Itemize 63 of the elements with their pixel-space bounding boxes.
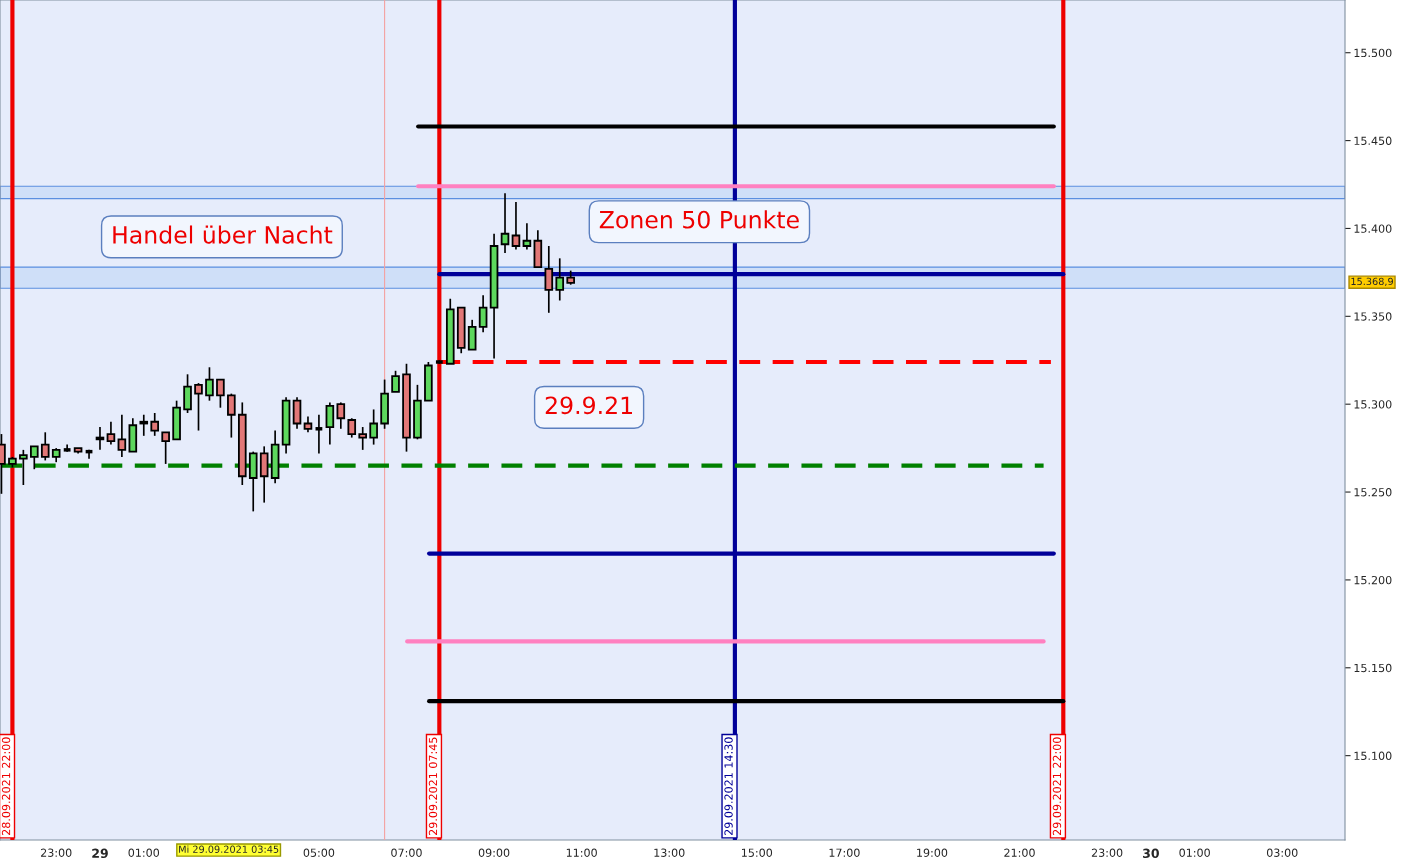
candlestick xyxy=(194,382,203,432)
candlestick xyxy=(259,445,269,504)
x-tick-label: 01:00 xyxy=(1179,848,1210,857)
x-tick-label: 23:00 xyxy=(41,848,72,857)
x-tick-label: 21:00 xyxy=(1004,848,1035,857)
y-tick-label: 15.150 xyxy=(1354,663,1392,673)
candlestick xyxy=(522,222,532,251)
y-tick-label: 15.450 xyxy=(1354,136,1392,145)
ref-line-label: 28.09.2021 22:00 xyxy=(1,737,11,835)
candlestick xyxy=(555,257,565,302)
candlestick xyxy=(40,431,50,462)
annotation: Handel über Nacht xyxy=(113,225,333,244)
x-tick-label: 05:00 xyxy=(303,848,335,857)
candlestick xyxy=(358,426,368,451)
candlestick xyxy=(315,413,323,455)
x-tick-label: 23:00 xyxy=(1091,848,1123,857)
candlestick xyxy=(369,408,378,446)
candlestick xyxy=(544,245,554,314)
candlestick xyxy=(183,373,192,414)
x-tick-label: 03:00 xyxy=(1266,848,1298,857)
candlestick xyxy=(216,378,225,409)
candlestick xyxy=(336,401,346,430)
candlestick xyxy=(139,413,149,437)
candlestick xyxy=(292,396,302,430)
x-tick-label: 19:00 xyxy=(917,848,948,857)
candlestick xyxy=(467,318,477,351)
candlestick xyxy=(161,431,170,465)
candlestick xyxy=(30,445,39,471)
candlestick xyxy=(347,417,357,439)
ref-line-label: 29.09.2021 07:45 xyxy=(428,737,438,835)
x-tick-label: 30 xyxy=(1143,848,1159,859)
y-tick-label: 15.100 xyxy=(1354,751,1392,761)
x-tick-label: 01:00 xyxy=(128,848,160,857)
ref-line-label: 29.09.2021 14:30 xyxy=(724,737,733,835)
x-tick-label: 07:00 xyxy=(391,848,422,857)
x-tick-label: 15:00 xyxy=(742,848,773,857)
candlestick xyxy=(19,449,28,486)
x-tick-label: 17:00 xyxy=(829,848,860,857)
y-tick-label: 15.400 xyxy=(1354,224,1392,233)
candlestick xyxy=(391,369,400,393)
candlestick xyxy=(106,420,116,446)
y-tick-label: 15.200 xyxy=(1354,575,1392,585)
x-tick-label: 09:00 xyxy=(478,848,510,857)
annotation: 29.9.21 xyxy=(545,396,632,415)
candlestick xyxy=(500,192,510,254)
candlestick xyxy=(227,392,236,439)
x-tick-label: 29 xyxy=(92,848,108,859)
candlestick xyxy=(117,413,127,458)
y-tick-label: 15.300 xyxy=(1354,400,1392,409)
x-tick-label: 13:00 xyxy=(654,848,685,857)
candlestick xyxy=(205,366,214,402)
y-tick-label: 15.500 xyxy=(1354,48,1392,58)
y-tick-label: 15.350 xyxy=(1354,312,1392,321)
candlestick xyxy=(478,294,488,333)
x-tick-label: 11:00 xyxy=(566,848,597,857)
text: Mi 29.09.2021 03:45 xyxy=(179,845,279,853)
ref-line-label: 29.09.2021 22:00 xyxy=(1052,737,1062,835)
candlestick xyxy=(511,201,521,251)
text: 15.368,9 xyxy=(1351,277,1393,287)
candlestick xyxy=(150,412,160,437)
annotation: Zonen 50 Punkte xyxy=(599,210,799,229)
candlestick xyxy=(325,401,335,446)
y-tick-label: 15.250 xyxy=(1354,488,1392,497)
